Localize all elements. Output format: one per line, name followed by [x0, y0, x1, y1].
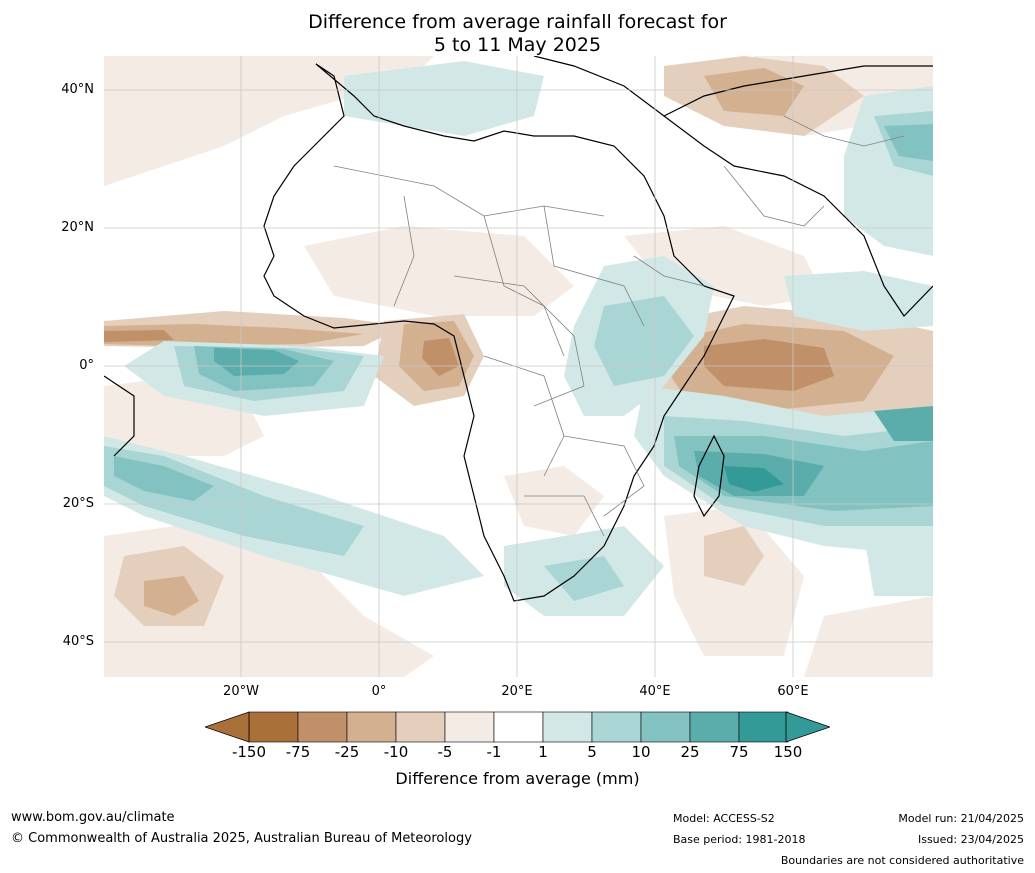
base-period: Base period: 1981-2018: [673, 833, 806, 846]
colorbar-tick-label: -5: [437, 743, 453, 761]
extreme-wet-areas: [724, 466, 784, 492]
colorbar-swatch: [395, 711, 446, 743]
country-boundaries: [333, 115, 905, 537]
lon-label-20e: 20°E: [501, 684, 533, 699]
lat-label-40n: 40°N: [61, 82, 94, 97]
colorbar-tick-label: 75: [729, 743, 749, 761]
colorbar-swatch: [738, 711, 789, 743]
lon-label-20w: 20°W: [223, 684, 259, 699]
lat-label-20n: 20°N: [61, 220, 94, 235]
colorbar-swatch: [493, 711, 544, 743]
lat-label-40s: 40°S: [62, 634, 94, 649]
much-wetter-areas: [214, 348, 933, 496]
colorbar-swatch: [248, 711, 299, 743]
colorbar-over-arrow: [785, 711, 830, 743]
map-title-line2: 5 to 11 May 2025: [433, 34, 602, 56]
colorbar-tick-label: -10: [383, 743, 409, 761]
colorbar-swatch: [591, 711, 642, 743]
copyright-text: © Commonwealth of Australia 2025, Austra…: [11, 831, 472, 846]
colorbar-tick-label: 10: [631, 743, 651, 761]
colorbar: [205, 711, 830, 743]
colorbar-under-arrow: [205, 711, 250, 743]
boundaries-disclaimer: Boundaries are not considered authoritat…: [780, 854, 1024, 867]
lon-label-60e: 60°E: [777, 684, 809, 699]
colorbar-tick-label: 150: [773, 743, 803, 761]
colorbar-swatch: [297, 711, 348, 743]
lat-label-20s: 20°S: [62, 496, 94, 511]
colorbar-tick-label: 25: [680, 743, 700, 761]
lon-label-40e: 40°E: [639, 684, 671, 699]
model-name: Model: ACCESS-S2: [673, 812, 775, 825]
colorbar-tick-label: -150: [231, 743, 267, 761]
colorbar-swatch: [640, 711, 691, 743]
graticule-lines: [104, 56, 933, 677]
lat-label-0: 0°: [79, 358, 94, 373]
colorbar-swatch: [444, 711, 495, 743]
colorbar-label: Difference from average (mm): [395, 769, 640, 788]
colorbar-tick-label: 5: [587, 743, 597, 761]
model-run-date: Model run: 21/04/2025: [898, 812, 1024, 825]
coastlines: [104, 56, 933, 602]
colorbar-tick-label: -25: [334, 743, 360, 761]
colorbar-tick-label: -1: [486, 743, 502, 761]
colorbar-tick-label: 1: [538, 743, 548, 761]
very-dry-areas: [104, 330, 834, 391]
colorbar-swatch: [542, 711, 593, 743]
map-title-line1: Difference from average rainfall forecas…: [308, 11, 727, 33]
colorbar-tick-label: -75: [285, 743, 311, 761]
colorbar-swatch: [689, 711, 740, 743]
rainfall-anomaly-map: [104, 56, 933, 677]
issued-date: Issued: 23/04/2025: [917, 833, 1024, 846]
lon-label-0: 0°: [371, 684, 387, 699]
website-link[interactable]: www.bom.gov.au/climate: [11, 810, 175, 825]
colorbar-swatch: [346, 711, 397, 743]
